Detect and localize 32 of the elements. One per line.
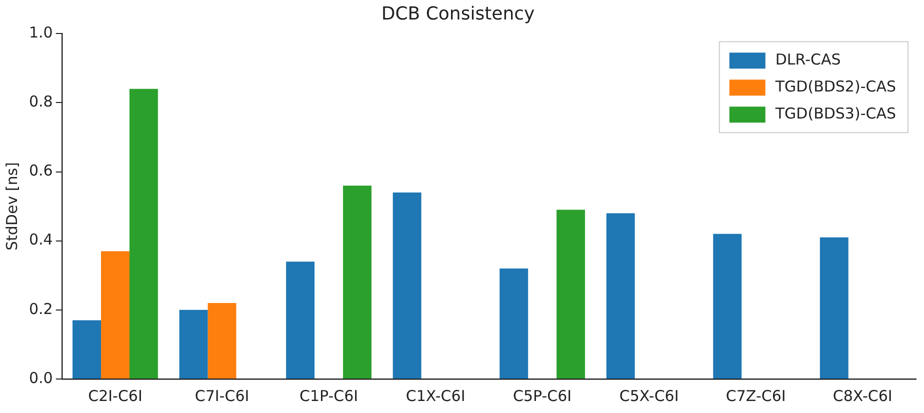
bar: [820, 237, 848, 378]
x-tick-label: C8X-C6I: [832, 386, 892, 405]
bar: [343, 186, 372, 378]
x-tick-label: C5X-C6I: [619, 386, 679, 405]
y-tick-label: 0.0: [28, 368, 53, 387]
y-tick-label: 1.0: [28, 23, 53, 42]
bar: [208, 303, 236, 378]
y-axis-title: StdDev [ns]: [2, 162, 21, 250]
x-tick-label: C1P-C6I: [299, 386, 358, 405]
bar: [179, 310, 208, 378]
legend-label: TGD(BDS2)-CAS: [774, 77, 896, 96]
x-tick-label: C7Z-C6I: [726, 386, 786, 405]
bar: [72, 320, 102, 378]
x-tick-label: C2I-C6I: [88, 386, 142, 405]
bar: [606, 213, 635, 378]
y-tick-label: 0.2: [28, 300, 53, 318]
legend-label: DLR-CAS: [775, 50, 841, 68]
bar: [286, 262, 315, 378]
y-tick-label: 0.8: [28, 92, 53, 111]
x-tick-label: C5P-C6I: [513, 386, 572, 405]
legend-label: TGD(BDS3)-CAS: [774, 104, 896, 122]
bar: [392, 192, 422, 378]
bar: [500, 268, 528, 378]
x-tick-label: C1X-C6I: [406, 386, 466, 405]
x-tick-label: C7I-C6I: [194, 386, 250, 405]
bar: [129, 88, 158, 378]
bar: [713, 234, 742, 378]
y-tick-label: 0.4: [28, 230, 53, 249]
y-tick-label: 0.6: [28, 162, 53, 180]
bar: [556, 210, 586, 378]
chart-title: DCB Consistency: [381, 3, 536, 24]
bar: [101, 251, 130, 378]
